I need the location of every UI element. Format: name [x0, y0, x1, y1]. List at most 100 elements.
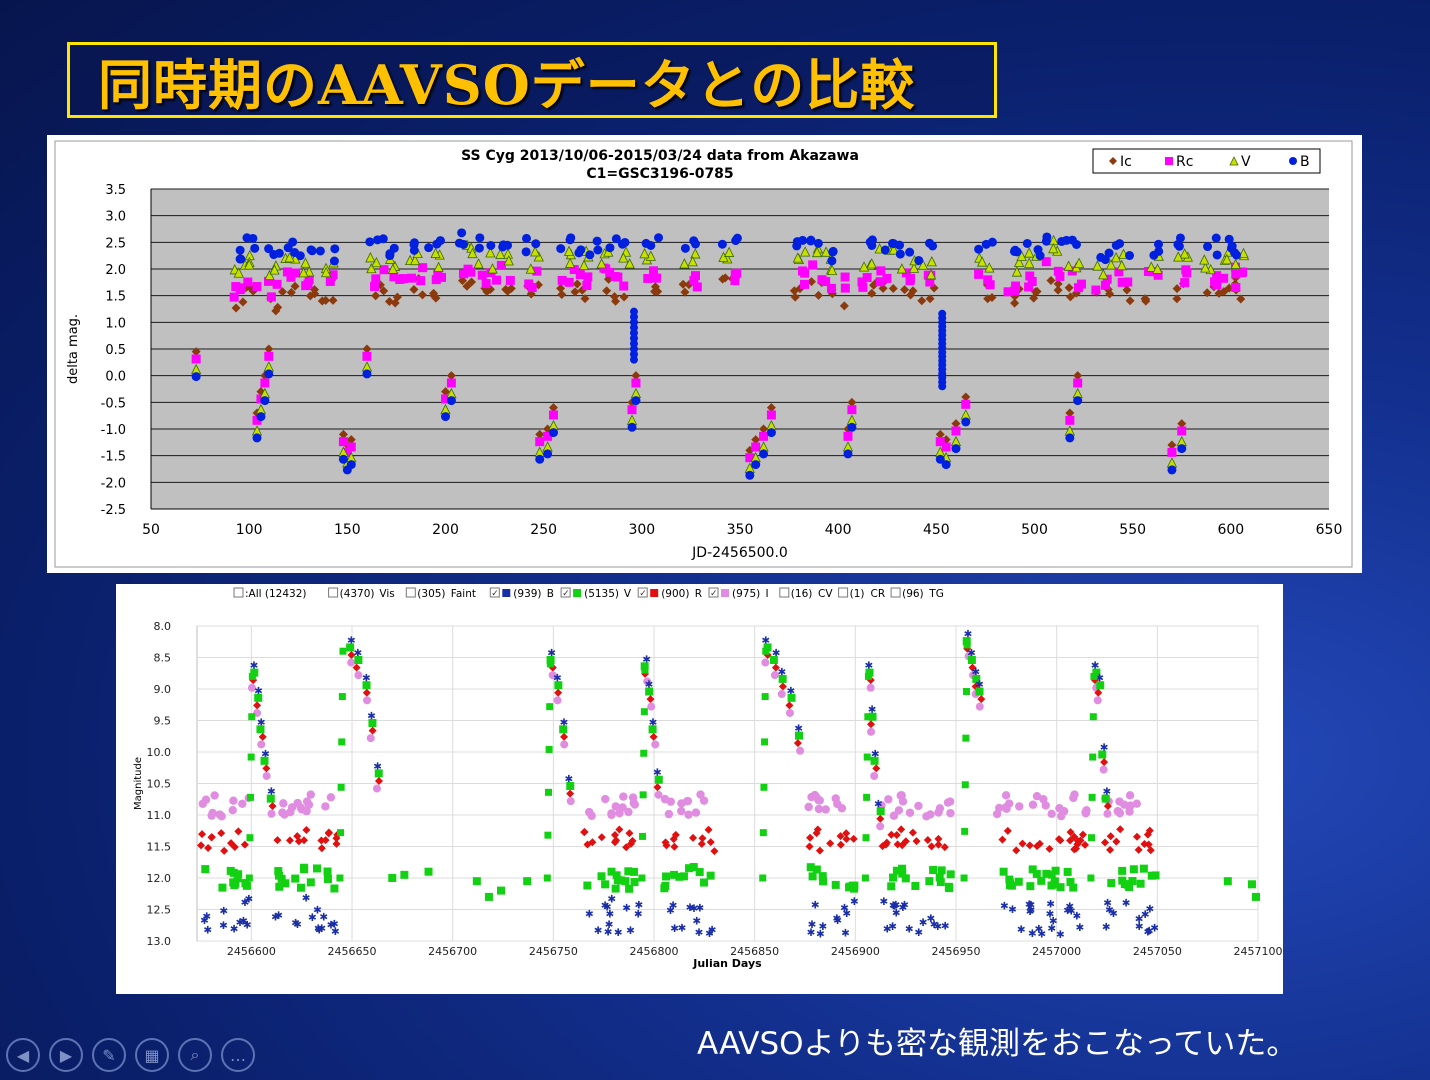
zoom-icon[interactable]: ⌕ [178, 1038, 212, 1072]
data-point-rc [601, 264, 611, 274]
data-point-i [1099, 765, 1108, 774]
data-point-i [651, 740, 660, 749]
legend-suffix: TG [928, 588, 944, 600]
data-point-b: ✱ [314, 923, 323, 935]
data-point-r [934, 834, 943, 843]
data-point-b [269, 250, 279, 260]
data-point-b: ✱ [331, 926, 340, 938]
data-point-b [961, 417, 971, 427]
data-point-b: ✱ [564, 773, 573, 785]
data-point-v [937, 866, 946, 875]
data-point-i [1002, 804, 1011, 813]
data-point-rc [1153, 270, 1163, 280]
data-point-b: ✱ [1141, 909, 1150, 921]
data-point-b [605, 243, 615, 253]
data-point-rc [264, 351, 274, 361]
data-point-v [818, 872, 827, 881]
data-point-ic [602, 286, 612, 296]
data-point-i [654, 790, 663, 799]
data-point-i [347, 658, 356, 667]
data-point-ic [1053, 285, 1063, 295]
data-point-r [878, 842, 887, 851]
data-point-i [867, 727, 876, 736]
data-point-b: ✱ [601, 900, 610, 912]
data-point-v [870, 756, 879, 765]
data-point-rc [370, 281, 380, 291]
data-point-r [554, 688, 563, 697]
data-point-i [1124, 802, 1134, 811]
data-point-i [1069, 793, 1078, 803]
data-point-b: ✱ [695, 927, 704, 939]
data-point-b: ✱ [634, 908, 643, 920]
data-point-b [620, 237, 630, 247]
data-point-v [254, 693, 263, 702]
data-point-v [858, 261, 870, 272]
data-point-v [266, 794, 275, 803]
data-point-b [1111, 240, 1121, 250]
data-point-b [315, 246, 325, 256]
check-icon: ✓ [491, 589, 499, 599]
data-point-ic [278, 287, 288, 297]
legend-checkbox [233, 587, 244, 598]
data-point-b [498, 242, 508, 252]
data-point-i [876, 822, 885, 831]
data-point-i [548, 671, 557, 680]
data-point-ic [310, 285, 320, 295]
data-point-v [1069, 883, 1078, 892]
y-tick-label: 1.0 [105, 316, 126, 331]
data-point-r [793, 739, 802, 748]
legend-label: (96) [902, 588, 924, 600]
data-point-v [607, 867, 616, 876]
data-point-r [317, 844, 326, 853]
data-point-b [531, 239, 541, 249]
data-point-b: ✱ [708, 925, 717, 937]
previous-icon[interactable]: ◀ [6, 1038, 40, 1072]
data-point-i [280, 810, 289, 819]
data-point-ic [1065, 408, 1075, 418]
data-point-rc [260, 378, 270, 388]
legend-checkbox [838, 587, 849, 598]
data-point-b [474, 243, 484, 253]
legend-suffix: CV [818, 588, 833, 600]
data-point-b: ✱ [761, 635, 770, 647]
data-point-v [291, 874, 300, 883]
data-point-v [794, 731, 803, 740]
data-point-b [486, 240, 496, 250]
data-point-b [264, 244, 274, 254]
check-icon: ✓ [639, 589, 647, 599]
data-point-v [806, 863, 815, 872]
more-icon[interactable]: … [221, 1038, 255, 1072]
data-point-b: ✱ [888, 921, 897, 933]
data-point-b: ✱ [905, 923, 914, 935]
data-point-r [897, 825, 906, 834]
data-point-b: ✱ [1135, 914, 1144, 926]
data-point-i [228, 805, 237, 815]
data-point-r [204, 843, 213, 852]
data-point-b: ✱ [1056, 929, 1065, 941]
slides-icon[interactable]: ▦ [135, 1038, 169, 1072]
y-tick-label: 0.0 [105, 370, 126, 385]
data-point-ic [1010, 291, 1020, 301]
data-point-b: ✱ [807, 927, 816, 939]
data-point-v [248, 713, 256, 721]
y-tick-label: 11.5 [147, 841, 172, 854]
data-point-i [814, 804, 824, 814]
data-point-ic [759, 424, 769, 434]
data-point-v [1200, 262, 1211, 273]
data-point-b: ✱ [1103, 786, 1112, 798]
data-point-rc [346, 442, 356, 452]
next-icon[interactable]: ▶ [49, 1038, 83, 1072]
data-point-b: ✱ [319, 911, 328, 923]
pen-icon[interactable]: ✎ [92, 1038, 126, 1072]
data-point-ic [1236, 294, 1246, 304]
legend-checkbox [328, 587, 339, 598]
data-point-v [888, 244, 899, 255]
data-point-b: ✱ [1103, 897, 1112, 909]
data-point-b [680, 243, 690, 253]
data-point-b: ✱ [1109, 908, 1118, 920]
data-point-v [1089, 713, 1097, 721]
data-point-rc [1065, 415, 1075, 425]
legend-checkbox [405, 587, 416, 598]
data-point-v [759, 829, 767, 837]
data-point-r [1132, 832, 1141, 841]
